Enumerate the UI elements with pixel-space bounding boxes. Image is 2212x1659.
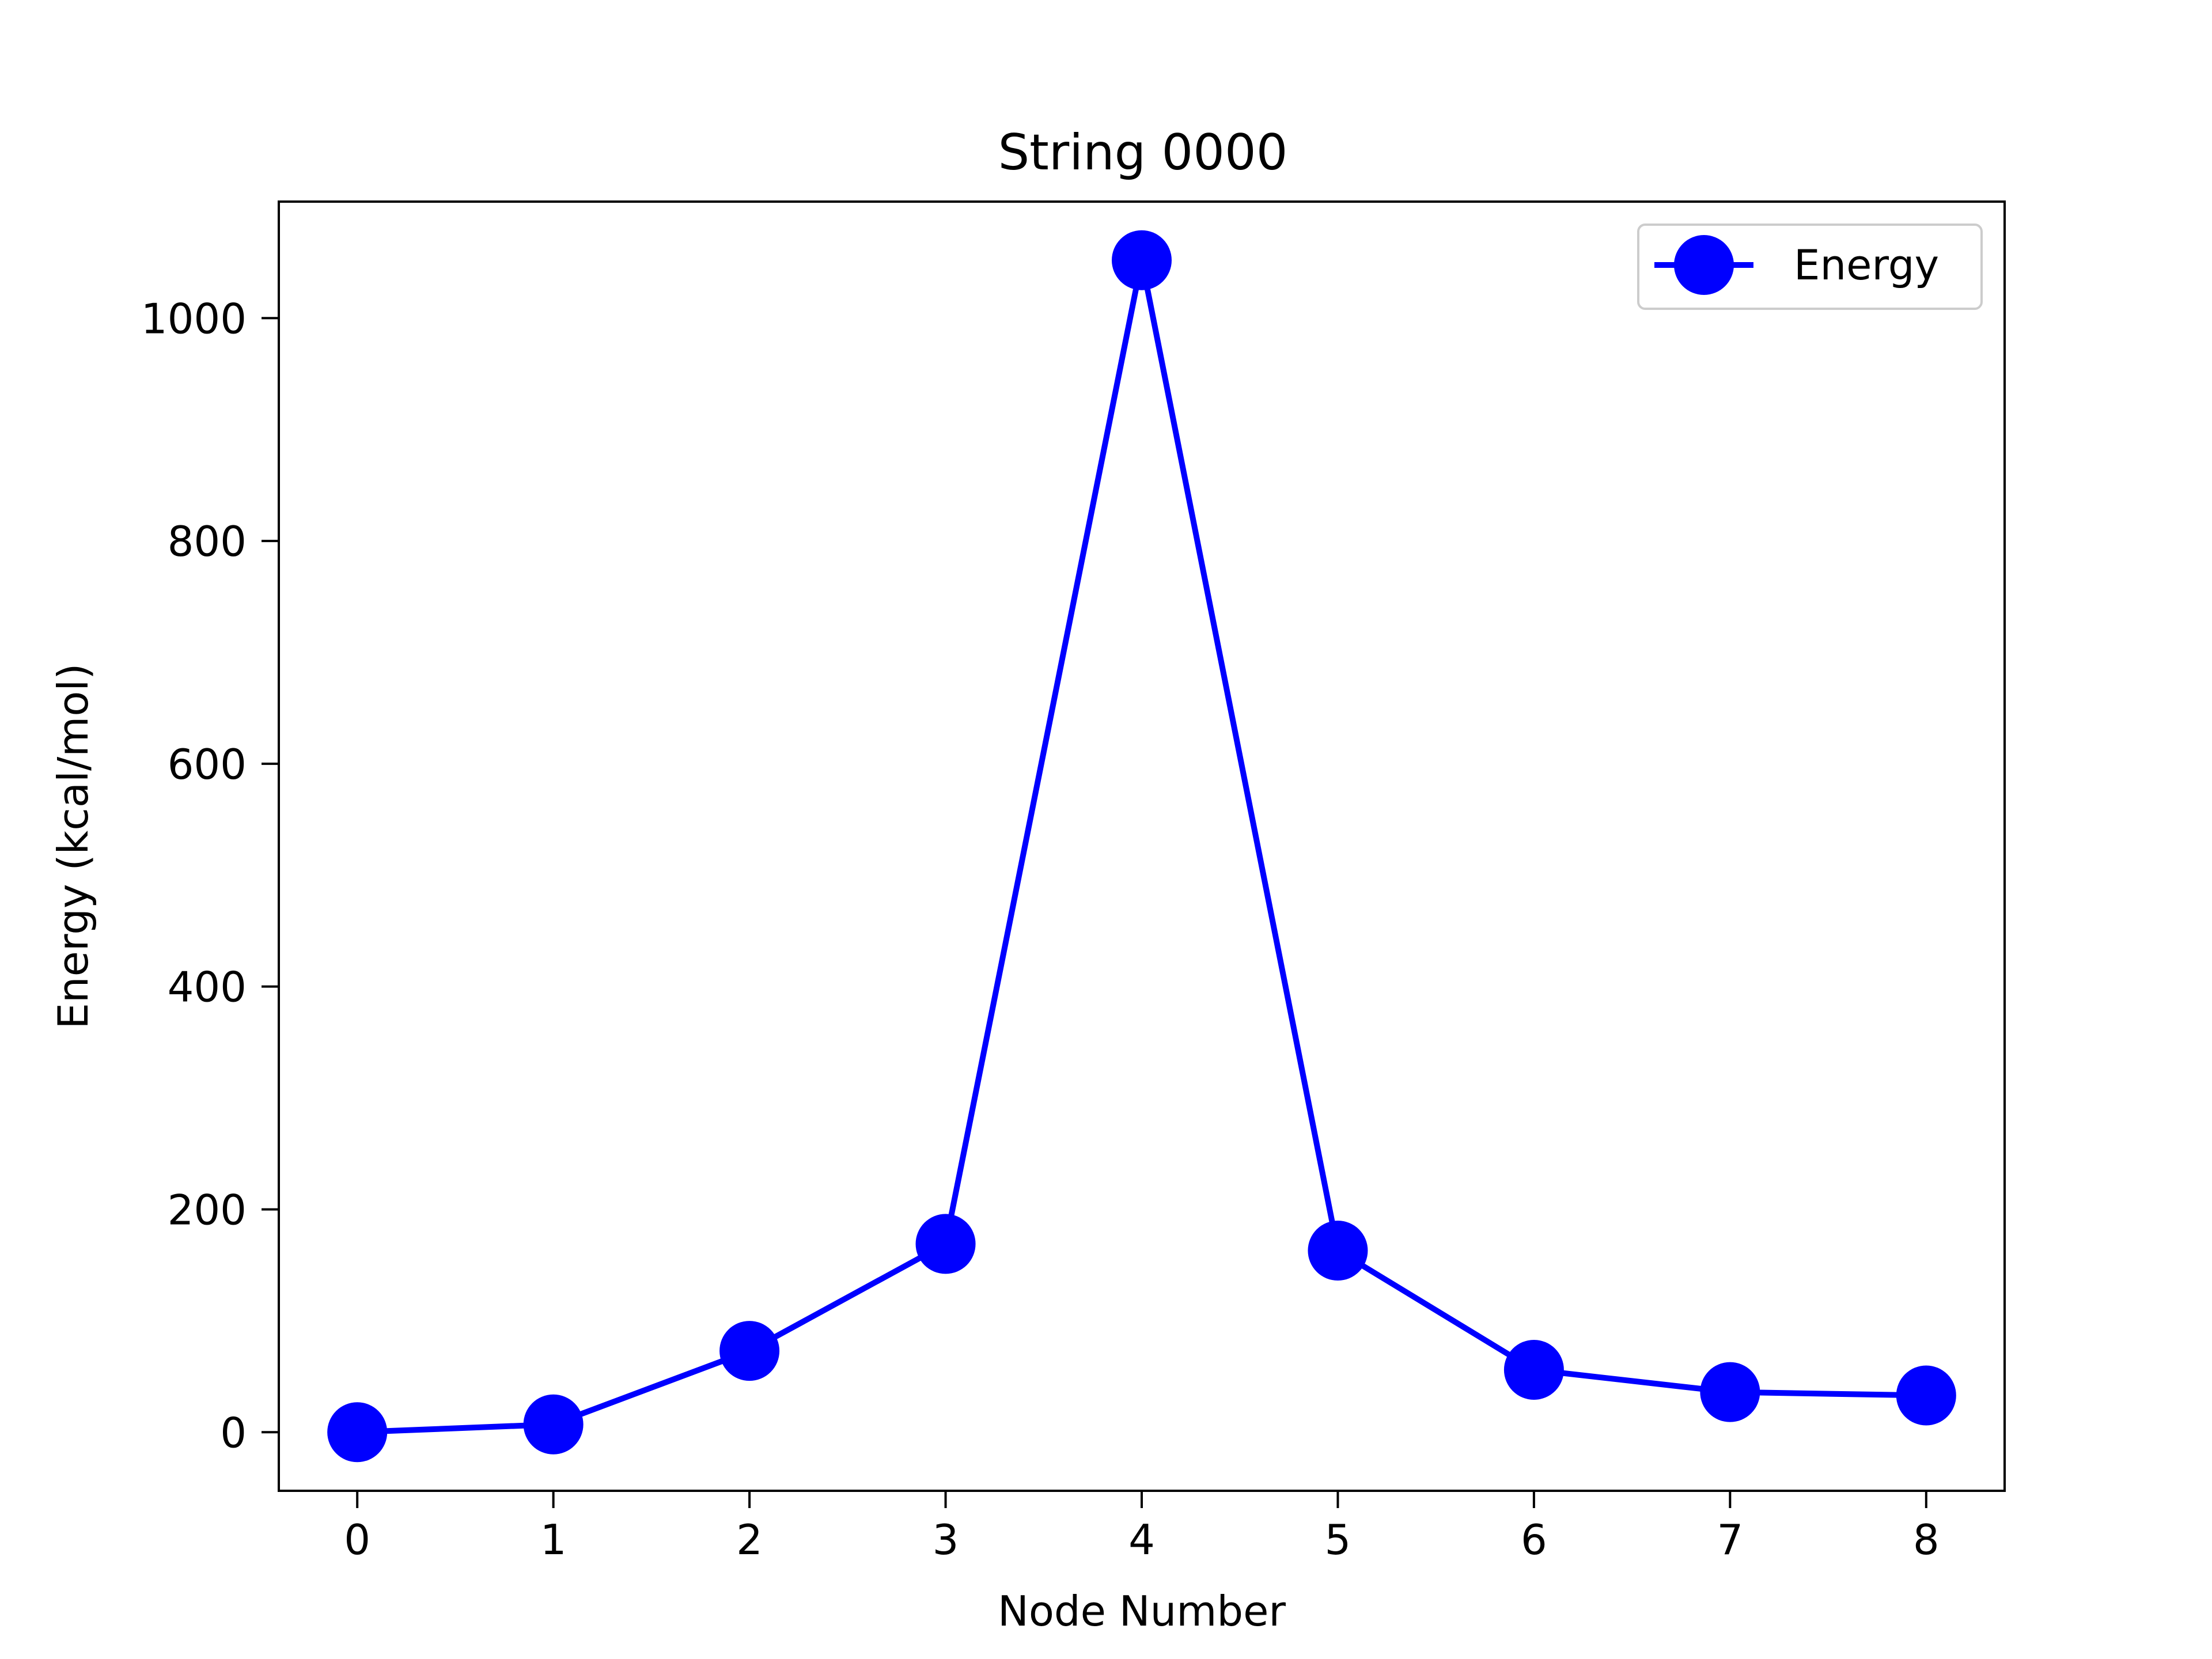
x-tick-label: 1	[540, 1516, 567, 1564]
legend: Energy	[1637, 224, 1983, 310]
x-tick-label: 0	[344, 1516, 370, 1564]
y-tick-label: 400	[168, 963, 247, 1012]
x-tick-label: 3	[933, 1516, 959, 1564]
y-axis-label: Energy (kcal/mol)	[49, 664, 97, 1029]
data-point-energy[interactable]	[327, 1402, 388, 1463]
chart-title: String 0000	[998, 124, 1288, 181]
x-tick-label: 5	[1325, 1516, 1351, 1564]
y-tick-label: 600	[168, 740, 247, 789]
y-tick-label: 1000	[141, 294, 247, 343]
data-point-energy[interactable]	[719, 1321, 780, 1381]
y-tick-label: 0	[220, 1408, 247, 1457]
y-tick-label: 800	[168, 517, 247, 566]
x-tick-label: 8	[1913, 1516, 1940, 1564]
data-point-energy[interactable]	[915, 1214, 976, 1274]
data-point-energy[interactable]	[1896, 1365, 1956, 1426]
legend-label-energy: Energy	[1794, 241, 1939, 289]
data-point-energy[interactable]	[1503, 1339, 1564, 1400]
y-axis-ticks: 0 200 400 600 800 1000	[141, 294, 279, 1457]
series-layer	[327, 230, 1956, 1463]
plot-area: 0 1 2 3 4 5 6 7 8 0 200 400 600 800 1000	[141, 200, 2006, 1564]
data-point-energy[interactable]	[1308, 1221, 1368, 1281]
x-axis-label: Node Number	[998, 1587, 1286, 1635]
legend-marker-energy[interactable]	[1674, 235, 1734, 295]
data-point-energy[interactable]	[523, 1394, 584, 1455]
x-tick-label: 2	[736, 1516, 763, 1564]
data-point-energy[interactable]	[1700, 1362, 1760, 1422]
x-tick-label: 7	[1717, 1516, 1743, 1564]
data-point-energy[interactable]	[1112, 230, 1172, 290]
y-tick-label: 200	[168, 1185, 247, 1234]
x-axis-ticks: 0 1 2 3 4 5 6 7 8	[344, 1491, 1940, 1564]
x-tick-label: 4	[1128, 1516, 1155, 1564]
x-tick-label: 6	[1521, 1516, 1547, 1564]
